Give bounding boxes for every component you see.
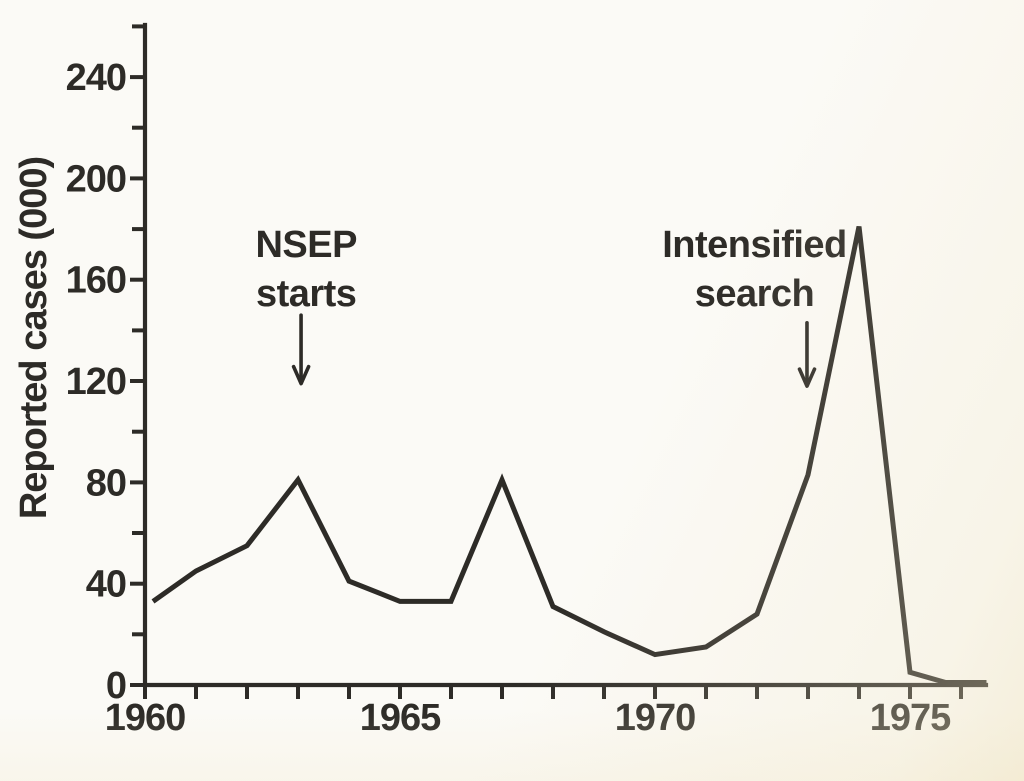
axes (142, 22, 989, 688)
annotation-arrowhead-icon (797, 367, 817, 388)
annotation-text: NSEP (255, 224, 357, 266)
annotations: NSEP starts Intensified search (255, 224, 847, 388)
annotation-arrowhead-icon (291, 364, 311, 386)
x-tick-label: 1975 (870, 697, 951, 739)
y-tick-label: 200 (66, 158, 126, 200)
y-axis-title: Reported cases (000) (13, 157, 55, 519)
reported-cases-line (151, 225, 987, 685)
x-tick-label: 1965 (360, 697, 441, 739)
y-tick-label: 240 (66, 57, 126, 99)
annotation-text: Intensified (662, 224, 847, 266)
axis-tick-labels: 0 40 80 120 160 200 240 1960 1965 1970 1975 (66, 57, 953, 739)
axis-ticks (130, 24, 963, 699)
y-tick-label: 0 (106, 665, 126, 707)
axis-lines (142, 22, 989, 688)
annotation-text: search (695, 273, 815, 315)
y-tick-label: 40 (86, 564, 126, 606)
y-tick-label: 80 (86, 462, 126, 504)
y-tick-label: 160 (66, 260, 126, 302)
y-tick-label: 120 (66, 361, 126, 403)
x-tick-label: 1960 (105, 697, 186, 739)
x-tick-label: 1970 (615, 697, 696, 739)
annotation-text: starts (256, 273, 357, 315)
